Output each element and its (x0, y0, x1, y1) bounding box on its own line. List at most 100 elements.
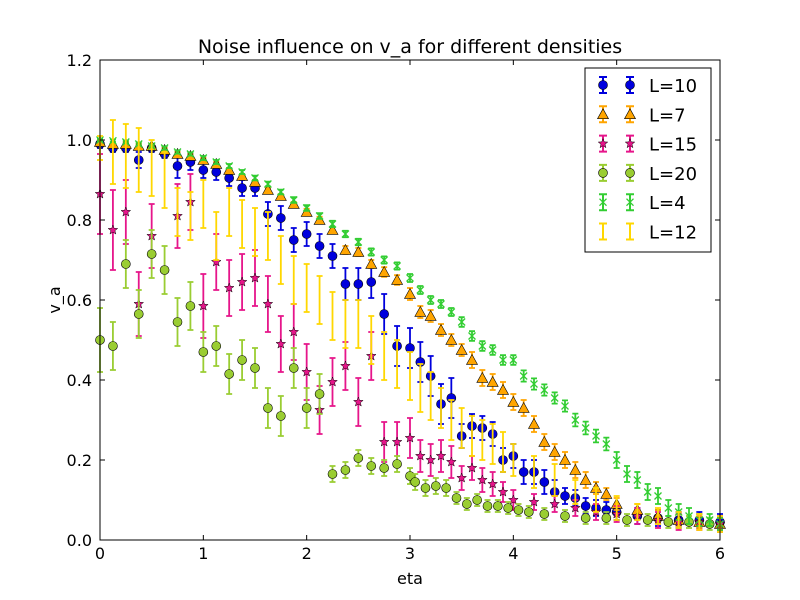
data-point (579, 473, 592, 485)
data-point (288, 235, 299, 245)
data-point (159, 265, 170, 275)
y-tick-label: 0.2 (67, 451, 92, 470)
data-point (301, 229, 312, 239)
error-bar (329, 291, 336, 341)
legend-entry-L=15: L=15 (597, 134, 697, 156)
data-point (569, 463, 582, 475)
error-bar (448, 399, 455, 441)
data-point (302, 204, 311, 212)
data-point (550, 394, 559, 402)
data-point (472, 495, 482, 505)
data-point (315, 212, 324, 220)
legend-box (584, 67, 712, 253)
data-point (108, 341, 118, 351)
data-point (685, 512, 693, 520)
data-point (425, 454, 437, 465)
data-point (172, 317, 183, 327)
y-tick-label: 0.0 (67, 531, 92, 550)
data-point (524, 507, 534, 517)
error-bar (572, 479, 579, 505)
data-point (602, 440, 611, 448)
legend-marker (598, 168, 608, 178)
legend-marker (599, 198, 607, 207)
data-point (340, 279, 351, 289)
data-point (365, 257, 378, 269)
y-tick-label: 0.8 (67, 211, 92, 230)
data-point (263, 403, 273, 413)
legend-entry-L=20: L=20 (598, 164, 697, 185)
error-bar (252, 207, 258, 257)
data-point (519, 372, 528, 380)
y-tick-label: 0.4 (67, 371, 92, 390)
error-bar (239, 199, 246, 249)
data-point (457, 318, 466, 326)
data-point (328, 220, 337, 228)
data-point (539, 477, 550, 487)
data-point (276, 411, 286, 421)
data-point (404, 432, 416, 443)
error-bar (500, 431, 506, 473)
data-point (513, 505, 524, 515)
legend-error-bar (599, 222, 607, 241)
error-bar (417, 363, 424, 413)
data-point (435, 450, 447, 461)
data-point (250, 363, 260, 373)
data-point (261, 183, 274, 195)
data-point (414, 305, 427, 317)
error-bar (489, 423, 496, 465)
data-point (612, 456, 621, 464)
data-point (197, 300, 209, 311)
data-point (224, 173, 234, 183)
data-point (380, 256, 389, 264)
data-point (211, 167, 222, 177)
data-point (539, 509, 550, 519)
error-bar (407, 351, 413, 401)
legend-entry-L=4: L=4 (599, 193, 686, 214)
data-point (560, 491, 570, 501)
data-point (378, 265, 391, 277)
data-point (391, 436, 403, 447)
legend-entry-L=12: L=12 (599, 222, 697, 244)
data-point (314, 389, 325, 399)
data-point (301, 403, 312, 413)
data-point (327, 376, 338, 387)
data-point (120, 206, 132, 217)
error-bar (342, 299, 349, 349)
data-point (366, 461, 377, 471)
data-point (353, 279, 364, 289)
data-point (431, 481, 441, 491)
legend-label: L=10 (649, 76, 697, 97)
error-bar (655, 507, 661, 525)
data-point (493, 501, 503, 511)
data-point (314, 241, 325, 251)
data-point (199, 154, 208, 162)
data-point (107, 224, 119, 235)
data-point (455, 343, 468, 355)
legend-label: L=20 (649, 164, 697, 185)
data-point (478, 342, 487, 350)
x-tick-label: 1 (198, 544, 208, 563)
data-point (447, 308, 456, 316)
data-point (249, 272, 261, 283)
x-tick-label: 2 (302, 544, 312, 563)
ticks-layer: 0 1 2 3 4 5 6 0.0 0.2 0.4 0.6 0.8 1.0 1.2 (67, 51, 726, 563)
data-point (146, 249, 157, 259)
data-point (416, 286, 425, 294)
data-point (339, 243, 352, 255)
data-point (211, 341, 222, 351)
data-point (172, 161, 183, 171)
data-point (496, 383, 510, 395)
data-point (462, 499, 472, 509)
data-point (392, 459, 402, 469)
data-point (288, 326, 300, 337)
legend-marker (597, 137, 609, 149)
error-bar (355, 299, 362, 349)
data-point (507, 395, 520, 407)
legend-entry-L=10: L=10 (598, 76, 697, 97)
data-point (237, 183, 247, 193)
legend-marker (626, 198, 634, 207)
data-point (538, 435, 551, 447)
error-bar (226, 187, 233, 237)
data-point (465, 353, 479, 365)
error-bar (381, 331, 388, 381)
